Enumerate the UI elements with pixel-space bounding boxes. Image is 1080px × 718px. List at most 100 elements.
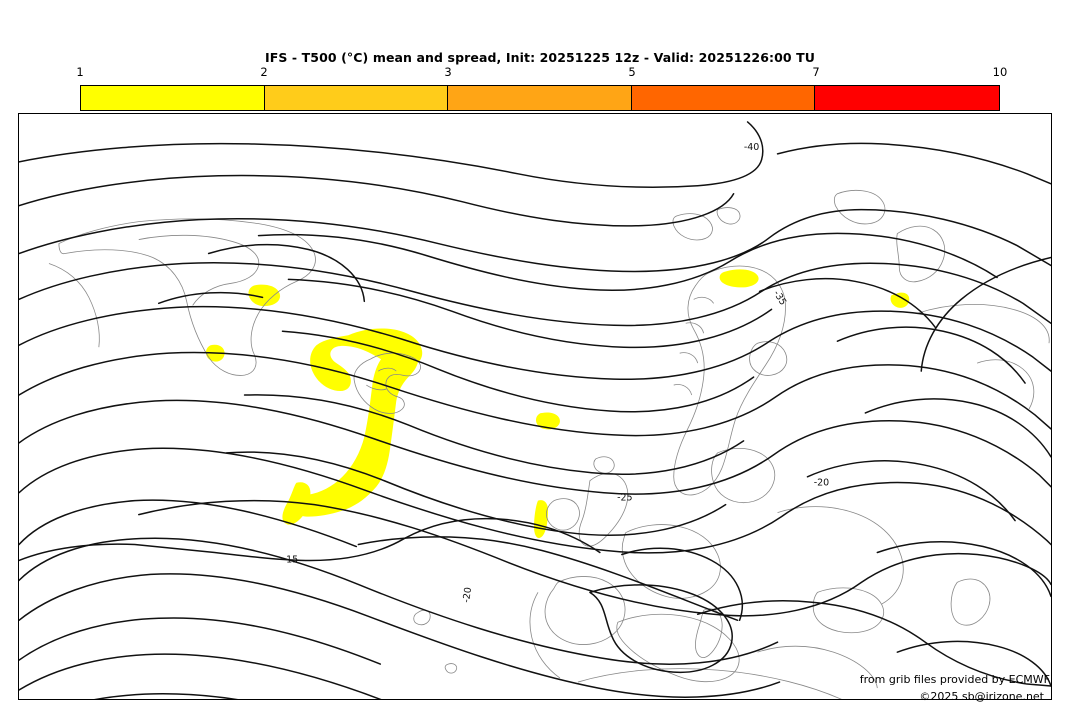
contour-minus31 [281,330,755,413]
coast-baffin [48,263,100,348]
contour-minus22 [357,536,739,622]
data-source-text: from grib files provided by ECMWF [859,673,1050,686]
contour-scand-a [758,277,936,329]
coast-britain [578,472,629,547]
contour-minus23 [19,537,779,665]
contour-minus35 [257,232,998,292]
contour-minus36 [19,208,1051,273]
colorbar-tick-10: 10 [992,65,1008,79]
colorbar-tick-2: 2 [260,65,268,79]
colorbar-gradient [80,85,1000,111]
spread-blob-band [310,328,423,392]
contour-se [876,541,1051,598]
coast-greenland [58,218,316,376]
colorbar-tick-3: 3 [444,65,452,79]
colorbar-tick-1: 1 [76,65,84,79]
coast-italy [695,608,723,659]
contour-greenland-b [157,291,264,305]
spread-colorbar: 1 2 3 5 7 10 [76,65,1007,111]
coast-greenland-inner [138,234,260,306]
spread-patch-midatlantic [535,412,560,430]
contour-label-minus25: -25 [617,493,632,504]
coast-caspian [950,578,991,626]
contour-minus40b [776,142,1051,185]
contour-greenland-a [207,243,366,303]
contour-low-a [589,584,733,673]
coast-svalbard [672,213,713,241]
colorbar-segment-spread-1-2 [81,86,265,110]
coast-iceland-detail [366,367,397,391]
coast-novaya-zemlya [896,225,946,283]
contour-minus26 [19,447,1051,554]
coast-finland-lakes [749,341,788,376]
coast-turkey [757,645,878,689]
copyright-text: ©2025 sb@irizone.net [919,690,1044,703]
spread-patch-north [719,269,759,288]
coast-baltic [711,447,776,504]
spread-blob-main [292,343,419,517]
contour-minus28 [19,399,1051,495]
coast-blacksea [812,587,885,634]
spread-blob-tail [282,482,311,525]
colorbar-segment-spread-2-3 [264,86,449,110]
coast-ireland [545,498,580,531]
contour-right-b [864,398,1051,458]
map-frame: -40 -35 -20 -15 -20 -25 [18,113,1052,700]
page-title: IFS - T500 (°C) mean and spread, Init: 2… [264,50,816,65]
contour-low-b [621,547,744,622]
coast-scandinavia [673,265,786,496]
contour-lines-layer [19,121,1051,699]
contour-minus29 [243,394,745,476]
contour-right-d [920,256,1051,372]
coast-europe-east [777,506,904,605]
contour-minus20-right [696,600,1051,687]
contour-minus38 [19,174,735,227]
contour-minus25 [138,499,1051,617]
coast-arctic-islands [833,189,886,225]
spread-patch-biscay [534,500,548,539]
colorbar-segment-spread-7-10 [815,86,999,110]
contour-minus30 [19,351,1051,437]
coast-azores [413,609,431,626]
coast-atlantic-iberia [529,592,561,679]
contour-right-c [806,460,1016,522]
contour-minus27 [225,451,727,536]
coast-russia-north [917,304,1050,344]
colorbar-tick-labels: 1 2 3 5 7 10 [76,65,1007,83]
contour-minus15 [19,517,601,562]
coast-urals [977,359,1035,410]
contour-minus17 [94,693,238,699]
spread-patch-iceland-w [248,284,281,307]
coast-canaries [444,663,458,674]
coast-scotland-isles [593,456,615,474]
contour-label-minus15: -15 [283,554,298,565]
colorbar-segment-spread-5-7 [631,86,816,110]
contour-minus40 [19,121,764,188]
colorbar-tick-7: 7 [812,65,820,79]
contour-label-layer: -40 -35 -20 -15 -20 -25 [283,142,829,604]
contour-minus18 [19,653,382,699]
contour-map-svg: -40 -35 -20 -15 -20 -25 [19,121,1051,699]
contour-minus24 [19,499,358,548]
contour-label-minus20-right: -20 [814,478,829,489]
contour-minus34 [19,261,1051,327]
coast-iberia [544,576,626,645]
coast-norway-fjords [673,296,714,396]
contour-label-minus40: -40 [744,142,759,153]
contour-right-a [836,326,1026,384]
spread-patch-arctic [890,292,910,308]
coastline-layer [48,189,1050,699]
contour-minus19 [19,617,382,665]
coast-mediterranean [616,613,740,683]
contour-minus32 [19,305,1051,381]
contour-se2 [896,640,1051,687]
contour-minus20-left [19,573,781,698]
coast-svalbard-2 [716,207,741,225]
contour-label-minus20-bottom: -20 [461,587,474,604]
coast-europe-west [621,524,721,599]
colorbar-segment-spread-3-5 [448,86,632,110]
contour-minus33 [287,278,773,349]
colorbar-tick-5: 5 [628,65,636,79]
spread-shading-layer [205,269,910,539]
